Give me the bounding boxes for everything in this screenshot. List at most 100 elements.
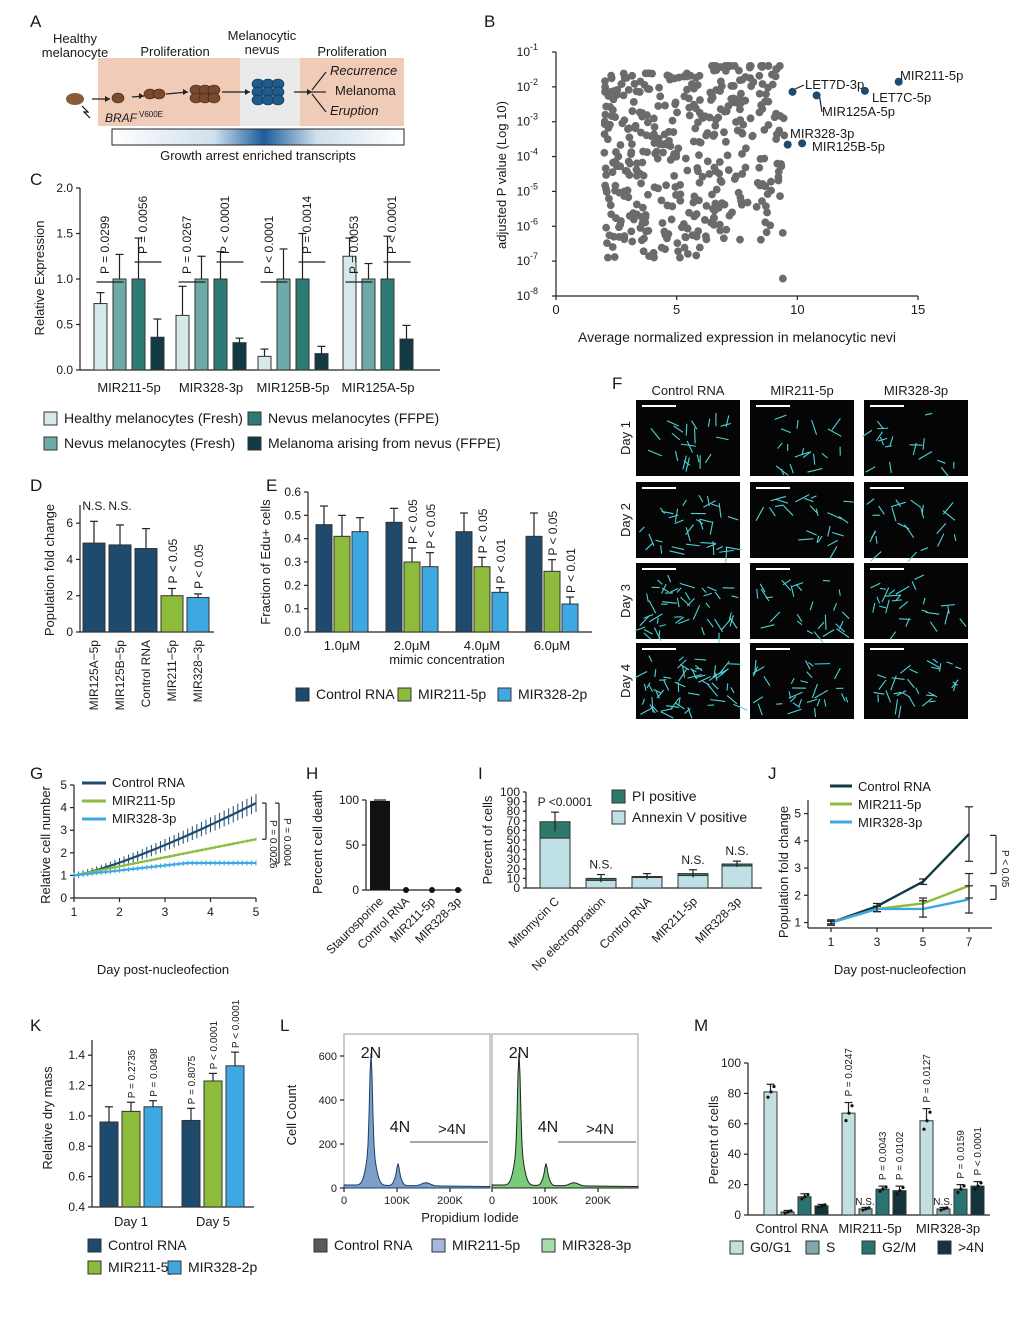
- panel-b-point: [738, 170, 747, 178]
- panel-f-cell: [661, 601, 677, 604]
- panel-g-y-tick-label: 0: [60, 891, 67, 905]
- panel-b-leader: [795, 84, 805, 90]
- panel-f-cell: [813, 631, 824, 643]
- panel-b-point: [644, 69, 653, 78]
- panel-f-cell: [659, 624, 666, 627]
- panel-b-point: [705, 170, 714, 178]
- panel-b-point: [710, 221, 718, 229]
- panel-i-y-tick-label: 10: [507, 871, 521, 885]
- panel-f-cell: [915, 687, 920, 695]
- panel-d-bar: [134, 548, 158, 633]
- panel-f-cell: [777, 442, 783, 449]
- panel-f-cell: [728, 616, 738, 629]
- panel-b-point: [763, 208, 771, 217]
- panel-f-cell: [674, 681, 686, 688]
- panel-b-point: [701, 112, 710, 121]
- panel-f-cell: [671, 546, 685, 551]
- panel-f-cell: [679, 582, 696, 589]
- panel-j-y-tick-label: 5: [794, 807, 801, 821]
- panel-b-point: [673, 239, 682, 248]
- panel-f-cell: [648, 655, 653, 663]
- panel-b-point: [602, 188, 611, 196]
- panel-l-y-label: Cell Count: [284, 1084, 299, 1145]
- panel-b-y-tick-label: 10: [517, 115, 531, 129]
- panel-c-legend-item-label: Nevus melanocytes (FFPE): [268, 410, 439, 426]
- panel-b-point: [764, 121, 773, 129]
- panel-b-point: [741, 163, 750, 172]
- panel-f-cell: [798, 699, 803, 707]
- panel-f-cell: [792, 702, 801, 709]
- panel-f-cell: [807, 468, 823, 473]
- panel-b-point: [720, 107, 729, 116]
- panel-f-cell: [932, 658, 939, 664]
- panel-f-cell: [940, 604, 955, 607]
- panel-m-bar: [970, 1185, 985, 1216]
- panel-l-x-tick-label: 200K: [437, 1195, 463, 1207]
- panel-c-pvalue: P < 0.0001: [218, 196, 232, 254]
- panel-f-row-label: Day 2: [618, 503, 633, 537]
- panel-e-bar: [473, 566, 491, 633]
- panel-k-annotation: P = 0.0498: [149, 1048, 160, 1097]
- panel-f-cell: [937, 533, 945, 547]
- panel-a-arrow: [311, 93, 327, 113]
- panel-b-point: [668, 116, 677, 125]
- panel-f-cell: [663, 676, 672, 679]
- panel-b-point: [761, 218, 770, 227]
- panel-b-x-tick-label: 15: [911, 302, 925, 317]
- panel-b-point: [768, 80, 777, 89]
- panel-label-d: D: [30, 476, 42, 495]
- panel-b-point: [658, 219, 667, 227]
- panel-f-cell: [660, 545, 663, 554]
- panel-e-bar: [315, 524, 333, 633]
- panel-m-bar: [919, 1120, 934, 1216]
- panel-e-legend-item-label: MIR328-2p: [518, 686, 587, 702]
- panel-f-micrograph: [636, 482, 740, 558]
- panel-e-bar: [543, 570, 561, 633]
- panel-f-cell: [827, 428, 842, 437]
- panel-f-cell: [796, 420, 799, 429]
- panel-c-pvalue: P = 0.0014: [300, 196, 314, 254]
- panel-f-cell: [891, 507, 897, 522]
- panel-b-point: [776, 192, 784, 201]
- panel-f-cell: [814, 689, 829, 699]
- panel-e-annotation: P < 0.01: [564, 548, 578, 593]
- panel-c-bar: [314, 353, 329, 371]
- panel-f-micrograph: [636, 643, 740, 719]
- panel-k-y-tick-label: 0.6: [68, 1170, 85, 1184]
- panel-b-point: [774, 176, 783, 185]
- panel-b-point: [724, 166, 733, 174]
- panel-d-bar: [82, 542, 106, 633]
- panel-f-cell: [673, 425, 684, 433]
- panel-m-legend-item-label: >4N: [958, 1239, 984, 1255]
- panel-l-2n-label: 2N: [361, 1045, 381, 1062]
- panel-e-bar: [421, 566, 439, 633]
- panel-f-cell: [685, 423, 688, 436]
- panel-k-bar: [121, 1110, 141, 1208]
- panel-f-cell: [720, 422, 732, 427]
- panel-f-cell: [775, 498, 789, 504]
- panel-b-highlight-point: [798, 139, 807, 148]
- panel-j-y-tick-label: 2: [794, 888, 801, 902]
- panel-f-cell: [821, 453, 828, 459]
- panel-j-annotation: P < 0.05: [999, 850, 1010, 888]
- panel-b-point: [772, 135, 781, 143]
- panel-b-point: [632, 165, 641, 174]
- panel-b-point: [652, 147, 661, 156]
- panel-b-point: [729, 82, 738, 90]
- panel-b-highlight-point: [788, 87, 797, 96]
- panel-b-point: [625, 124, 633, 133]
- panel-f-cell: [795, 494, 810, 503]
- panel-b-point: [772, 65, 781, 73]
- panel-m-replicate-dot: [820, 1204, 824, 1208]
- panel-b-point: [610, 253, 619, 261]
- panel-c-bar: [361, 278, 376, 371]
- panel-f-cell: [645, 543, 653, 551]
- panel-f-cell: [695, 667, 703, 670]
- panel-b-point: [722, 225, 731, 234]
- panel-a-arrowhead: [139, 93, 144, 99]
- panel-f-cell: [706, 543, 717, 549]
- panel-g-series-line: [73, 802, 257, 877]
- panel-f-cell: [914, 574, 925, 580]
- panel-b-point: [695, 151, 703, 160]
- panel-h-y-tick-label: 50: [346, 838, 360, 852]
